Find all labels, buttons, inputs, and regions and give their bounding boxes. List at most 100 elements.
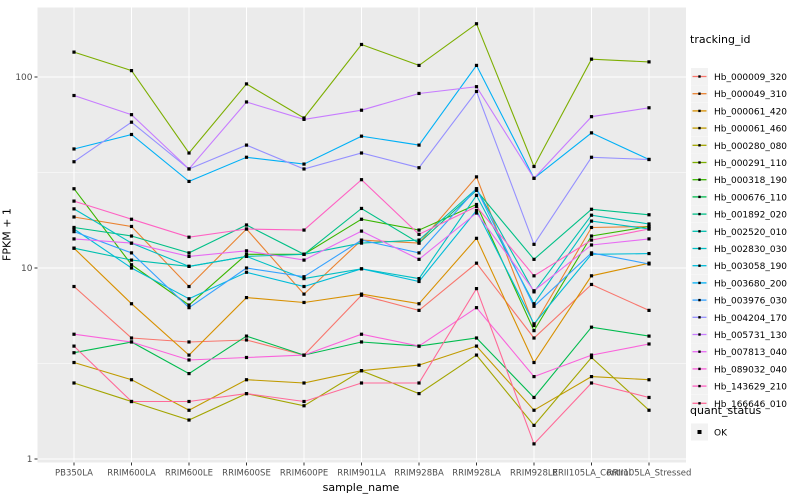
data-point xyxy=(474,204,479,209)
data-point xyxy=(129,241,134,245)
y-tick-label: 1 xyxy=(27,455,33,465)
data-point xyxy=(72,332,76,336)
legend-item-label: Hb_000318_190 xyxy=(714,176,787,186)
data-point xyxy=(244,295,249,300)
data-point xyxy=(532,304,536,308)
data-point xyxy=(417,63,421,68)
legend-item-label: Hb_000049_310 xyxy=(714,90,787,100)
data-point xyxy=(532,302,536,306)
data-point xyxy=(187,353,191,357)
data-point xyxy=(474,236,479,240)
data-point xyxy=(72,50,76,54)
legend-key-point xyxy=(698,350,701,353)
data-point xyxy=(589,213,594,217)
data-point xyxy=(647,224,651,229)
y-tick-label: 10 xyxy=(21,264,33,274)
data-point xyxy=(244,100,249,104)
data-point xyxy=(417,277,421,281)
data-point xyxy=(417,381,421,385)
data-point xyxy=(474,89,479,94)
data-point xyxy=(647,227,651,231)
data-point xyxy=(302,300,306,305)
data-point xyxy=(244,155,249,159)
data-point xyxy=(474,175,479,179)
data-point xyxy=(532,274,536,278)
legend-key-point xyxy=(698,109,701,113)
data-point xyxy=(532,423,536,427)
data-point xyxy=(244,227,249,231)
legend-key-point xyxy=(698,126,701,130)
data-point xyxy=(359,229,364,233)
data-point xyxy=(244,391,249,396)
data-point xyxy=(589,243,594,247)
data-point xyxy=(302,353,306,357)
data-point xyxy=(244,252,249,256)
data-point xyxy=(589,234,594,238)
data-point xyxy=(129,336,134,340)
legend-title-quant-status: quant_status xyxy=(690,404,762,417)
data-point xyxy=(244,266,249,270)
data-point xyxy=(187,284,191,289)
data-point xyxy=(589,155,594,159)
data-point xyxy=(129,302,134,306)
data-point xyxy=(302,284,306,289)
data-point xyxy=(72,360,76,365)
legend-item-label: Hb_002520_010 xyxy=(714,228,787,238)
x-tick-label: RRII105LA_Stressed xyxy=(607,469,692,479)
data-point xyxy=(302,399,306,404)
legend-item-label: Hb_003058_190 xyxy=(714,262,787,272)
data-point xyxy=(187,408,191,412)
legend-key-point xyxy=(698,92,701,95)
data-point xyxy=(647,334,651,338)
data-point xyxy=(417,251,421,255)
data-point xyxy=(589,115,594,119)
data-point xyxy=(589,251,594,255)
data-point xyxy=(302,167,306,171)
data-point xyxy=(187,264,191,268)
data-point xyxy=(532,375,536,379)
data-point xyxy=(72,147,76,151)
x-tick-label: RRIM600PE xyxy=(280,469,328,479)
legend-key-point xyxy=(698,144,701,147)
data-point xyxy=(474,353,479,357)
data-point xyxy=(417,228,421,232)
data-point xyxy=(72,215,76,219)
data-point xyxy=(589,225,594,230)
data-point xyxy=(532,164,536,169)
data-point xyxy=(72,199,76,203)
data-point xyxy=(589,375,594,379)
data-point xyxy=(129,120,134,124)
data-point xyxy=(647,408,651,412)
data-point xyxy=(187,306,191,310)
data-point xyxy=(129,69,134,73)
x-tick-label: RRIM600LA xyxy=(107,469,156,479)
x-tick-label: RRIM928LE xyxy=(510,469,558,479)
data-point xyxy=(532,322,536,326)
data-point xyxy=(244,249,249,253)
data-point xyxy=(474,344,479,348)
data-point xyxy=(532,257,536,261)
data-point xyxy=(474,287,479,291)
data-point xyxy=(417,344,421,348)
data-point xyxy=(474,22,479,26)
data-point xyxy=(589,355,594,360)
x-tick-label: RRIM928BA xyxy=(394,469,444,479)
data-point xyxy=(129,258,134,262)
legend-item-label: Hb_004204_170 xyxy=(714,314,787,324)
data-point xyxy=(417,391,421,396)
data-point xyxy=(474,336,479,340)
data-point xyxy=(589,353,594,357)
data-point xyxy=(359,267,364,271)
data-point xyxy=(72,246,76,250)
data-point xyxy=(129,132,134,137)
data-point xyxy=(417,232,421,236)
data-point xyxy=(187,303,191,307)
x-tick-label: PB350LA xyxy=(55,469,93,479)
legend-item-label: Hb_000009_320 xyxy=(714,73,787,83)
legend-item-label: Hb_000280_080 xyxy=(714,142,787,152)
x-tick-label: RRIM901LA xyxy=(337,469,386,479)
data-point xyxy=(129,378,134,382)
legend-item-label: Hb_000676_110 xyxy=(714,193,787,203)
data-point xyxy=(417,363,421,367)
data-point xyxy=(417,257,421,261)
